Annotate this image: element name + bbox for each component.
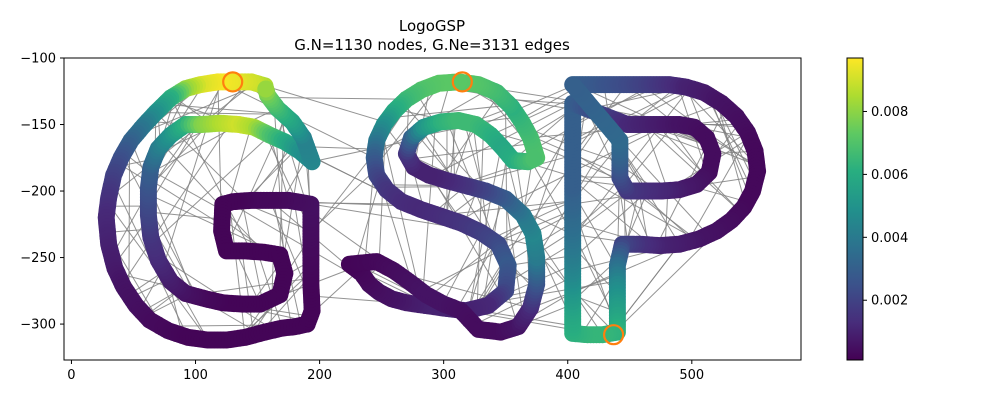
graph-edge (148, 81, 249, 189)
graph-edge (644, 124, 669, 191)
graph-edge (624, 190, 649, 245)
x-tick-label: 500 (679, 368, 704, 383)
graph-edge (706, 93, 754, 192)
graph-edge (418, 219, 527, 305)
graph-edge (389, 104, 510, 119)
x-axis: 0 100 200 300 400 500 (67, 360, 704, 383)
x-tick-label: 200 (307, 368, 332, 383)
graph-edge (156, 254, 274, 331)
graph-edge (353, 179, 381, 269)
graph-edge (162, 143, 265, 253)
plot-area (97, 71, 767, 349)
graph-edge (452, 120, 456, 183)
graph-edge (505, 198, 524, 319)
x-tick-label: 0 (67, 368, 75, 383)
graph-edge (162, 81, 222, 269)
graph-node (566, 78, 584, 96)
graph-edge (108, 82, 255, 199)
y-tick-label: −300 (20, 318, 56, 333)
colorbar-gradient (846, 57, 864, 361)
graph-edge (241, 250, 255, 336)
colorbar-tick-label: 0.006 (871, 168, 908, 183)
chart-subtitle: G.N=1130 nodes, G.Ne=3131 edges (294, 36, 570, 54)
highlighted-node (602, 324, 625, 346)
plot-frame (63, 57, 802, 361)
graph-edge (572, 86, 688, 144)
colorbar-ticks: 0.002 0.004 0.006 0.008 (863, 105, 908, 309)
y-tick-label: −250 (20, 251, 56, 266)
graph-edge (440, 232, 482, 308)
graph-edge (149, 178, 223, 226)
graph-edge (439, 94, 500, 179)
graph-edge (463, 121, 484, 191)
graph-edge (572, 185, 625, 232)
highlight-layer (222, 71, 625, 346)
y-tick-label: −200 (20, 185, 56, 200)
graph-edge (310, 151, 376, 235)
graph-edge (306, 146, 376, 150)
colorbar-tick-label: 0.008 (871, 105, 908, 120)
graph-edge (572, 179, 652, 246)
graph-edge (247, 146, 293, 201)
y-tick-label: −150 (20, 118, 56, 133)
graph-edge (256, 83, 386, 123)
graph-edge (134, 83, 260, 137)
graph-edge (478, 84, 576, 127)
x-tick-label: 100 (183, 368, 208, 383)
graph-edge (149, 124, 240, 174)
graph-node (525, 150, 543, 168)
graph-node (257, 80, 275, 98)
chart-title: LogoGSP (399, 17, 465, 35)
graph-edge (656, 106, 727, 246)
nodes-layer (97, 73, 767, 349)
graph-edge (572, 190, 631, 235)
x-tick-label: 300 (431, 368, 456, 383)
graph-edge (228, 202, 246, 338)
graph-edge (269, 135, 290, 201)
graph-edge (311, 140, 411, 163)
graph-edge (431, 175, 502, 295)
graph-edge (472, 123, 489, 238)
highlighted-node (222, 71, 244, 93)
colorbar-tick-label: 0.002 (871, 294, 908, 309)
y-axis: −100 −150 −200 −250 −300 (20, 52, 64, 333)
highlighted-node (451, 71, 473, 93)
graph-edge (572, 190, 648, 260)
graph-edge (644, 124, 741, 212)
graph-edge (155, 112, 284, 115)
graph-edge (150, 169, 223, 211)
graph-edge (269, 97, 407, 100)
graph-edge (509, 124, 669, 204)
graph-edge (257, 251, 283, 329)
graph-edge (473, 276, 573, 326)
colorbar-tick-label: 0.004 (871, 231, 908, 246)
y-tick-label: −100 (20, 52, 56, 67)
graph-edge (572, 170, 697, 241)
graph-edge (302, 202, 408, 205)
graph-edge (128, 142, 131, 295)
graph-edge (401, 102, 484, 191)
graph-edge (664, 190, 669, 246)
graph-edge (482, 153, 508, 307)
graph-edge (655, 124, 741, 212)
graph-edge (455, 242, 497, 310)
x-tick-label: 400 (555, 368, 580, 383)
colorbar: 0.002 0.004 0.006 0.008 (846, 57, 908, 361)
graph-edge (468, 197, 504, 311)
graph-edge (152, 134, 271, 244)
graph-edge (463, 154, 573, 186)
graph-edge (269, 143, 288, 201)
graph-edge (147, 81, 225, 207)
graph-edge (121, 123, 231, 285)
